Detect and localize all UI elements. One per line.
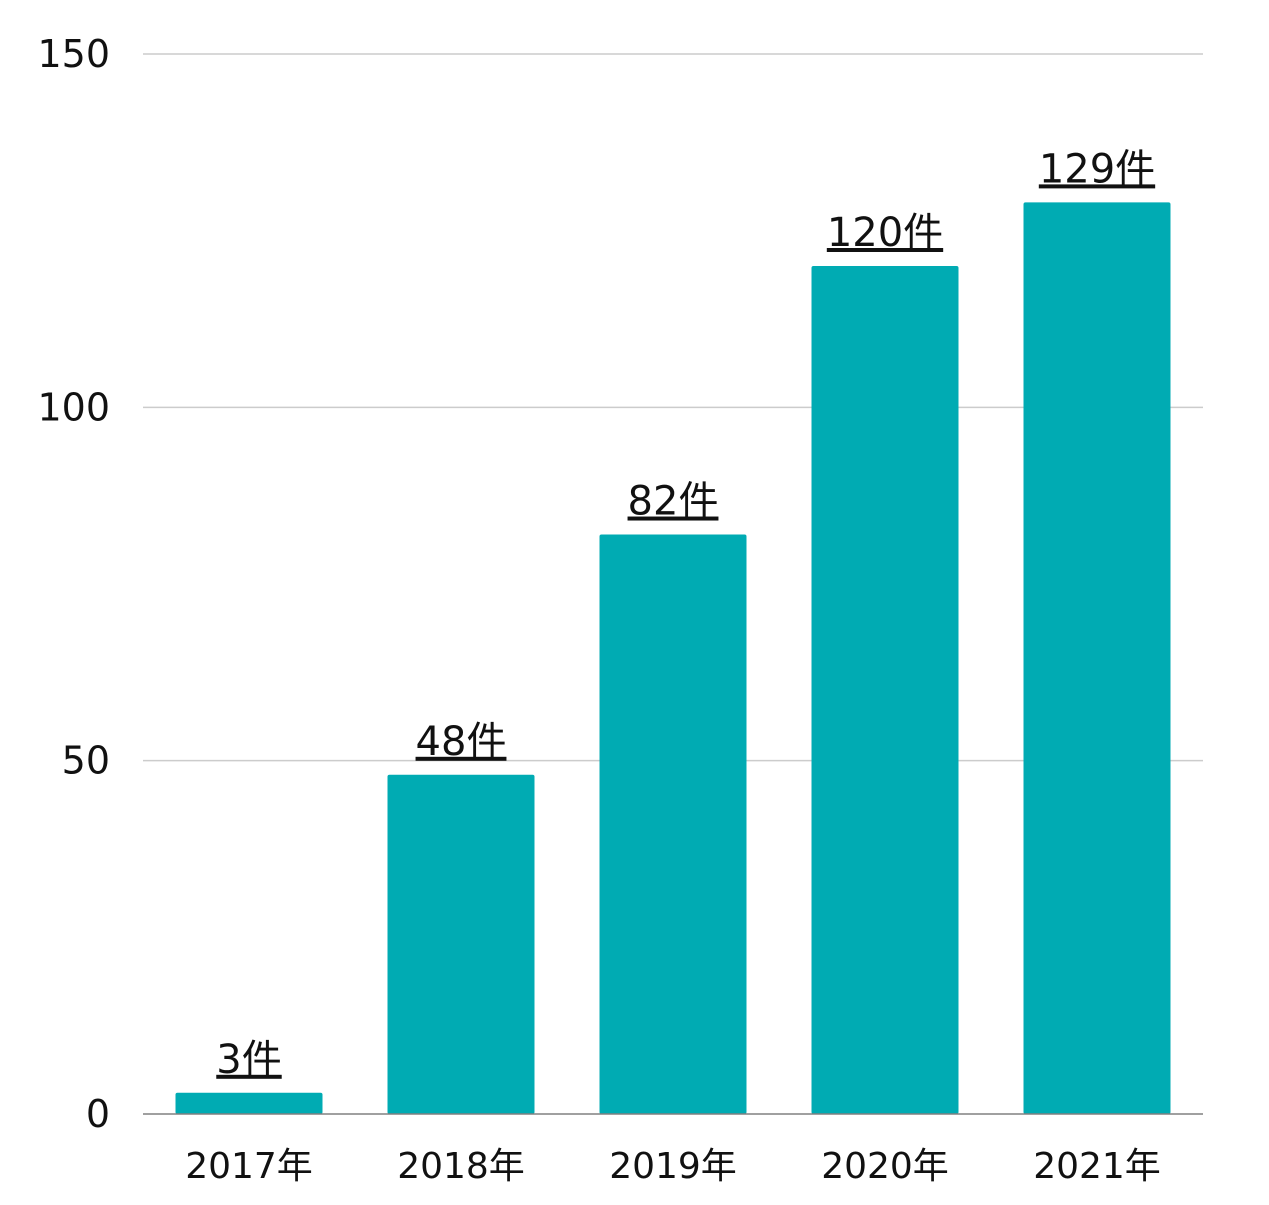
data-label-2018年: 48件 [416,719,507,765]
x-tick-label-2020年: 2020年 [821,1146,949,1187]
x-axis-ticks: 2017年 2018年 2019年 2020年 2021年 [185,1146,1161,1187]
bar-2017年 [176,1093,323,1114]
data-label-2017年: 3件 [216,1037,281,1083]
bar-2018年 [388,775,535,1114]
data-label-2021年: 129件 [1039,146,1155,192]
y-axis-ticks: 0 50 100 150 [37,32,110,1136]
bar-2021年 [1024,202,1171,1114]
data-label-2020年: 120件 [827,210,943,256]
bars [176,202,1171,1114]
x-tick-label-2019年: 2019年 [609,1146,737,1187]
bar-2020年 [812,266,959,1114]
y-tick-label-50: 50 [62,739,110,783]
y-tick-label-150: 150 [37,32,110,76]
y-tick-label-100: 100 [37,385,110,429]
data-label-2019年: 82件 [628,479,719,525]
x-tick-label-2021年: 2021年 [1033,1146,1161,1187]
bar-2019年 [600,535,747,1114]
x-tick-label-2018年: 2018年 [397,1146,525,1187]
y-tick-label-0: 0 [86,1092,110,1136]
x-tick-label-2017年: 2017年 [185,1146,313,1187]
